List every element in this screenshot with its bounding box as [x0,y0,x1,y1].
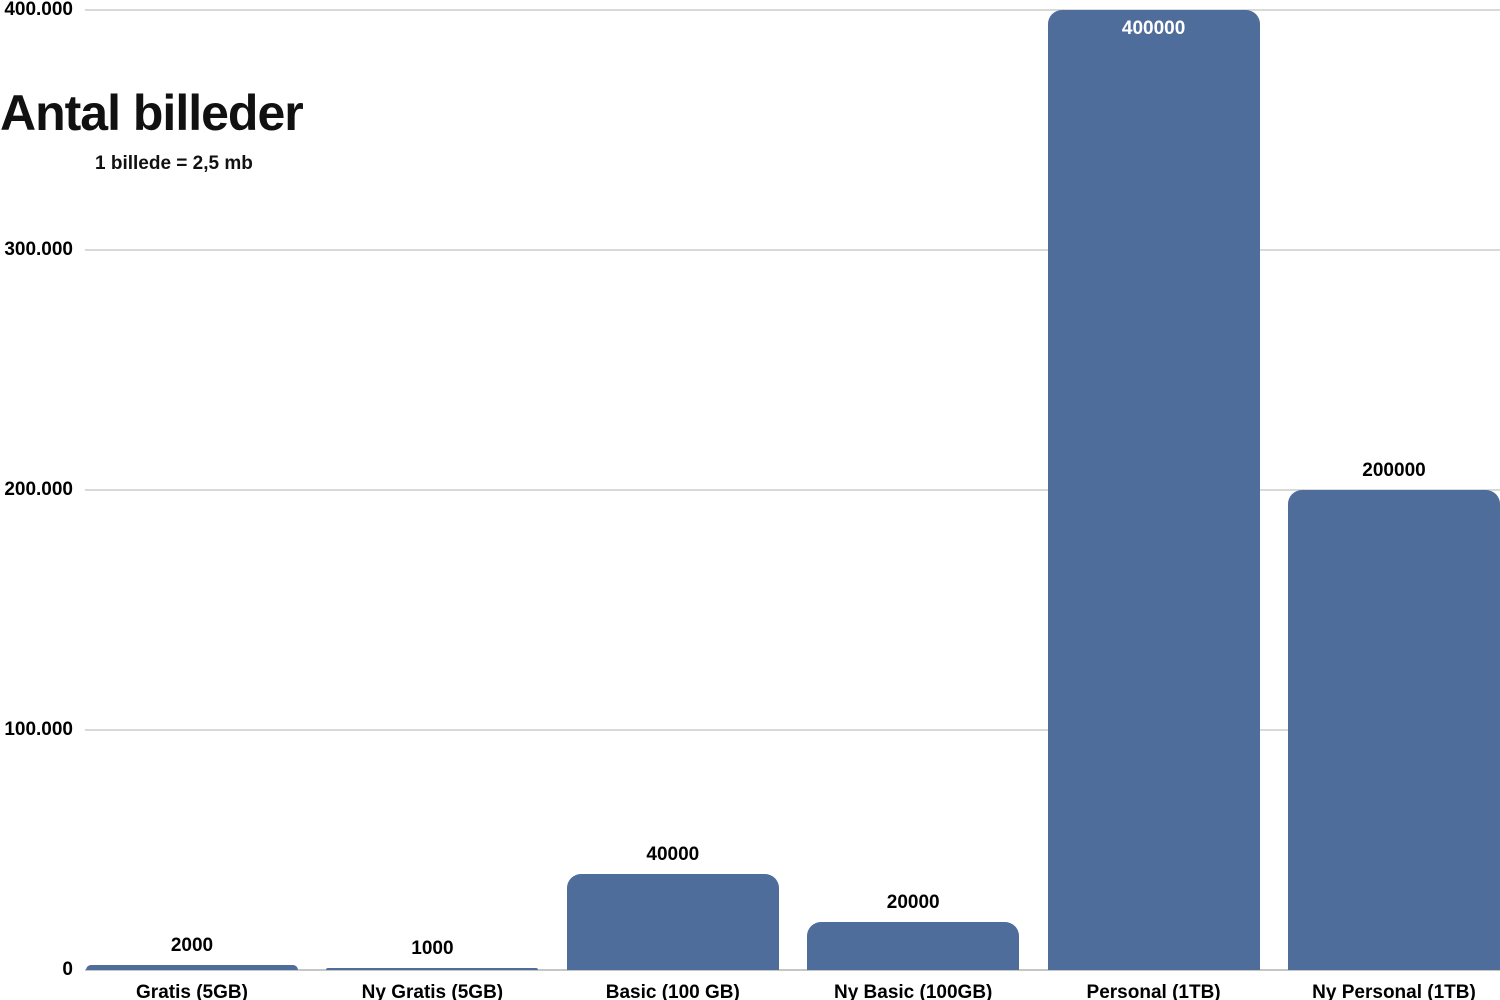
y-axis-tick-label: 300.000 [4,239,73,260]
bar-value-label: 40000 [646,844,700,865]
gridline [85,729,1500,731]
gridline [85,249,1500,251]
gridline [85,9,1500,11]
y-axis-tick-label: 100.000 [4,719,73,740]
bar-Ny Basic (100GB) [807,922,1020,970]
x-axis-category-label: Ny Gratis (5GB) [361,982,504,1000]
chart-subtitle: 1 billede = 2,5 mb [95,153,253,174]
chart-title: Antal billeder [0,85,304,141]
y-axis-tick-label: 200.000 [4,479,73,500]
bar-Personal (1TB) [1047,10,1260,970]
x-axis-category-label: Gratis (5GB) [136,982,248,1000]
bar-Gratis (5GB) [86,965,298,970]
bar-value-label: 20000 [886,892,940,913]
y-axis-tick-label: 400.000 [4,0,73,21]
bar-value-label: 400000 [1121,18,1186,39]
bar-value-label: 2000 [170,935,214,956]
bar-value-label: 1000 [411,938,454,959]
bar-Basic (100 GB) [566,874,779,970]
x-axis-category-label: Ny Basic (100GB) [833,982,993,1000]
bar-Ny Gratis (5GB) [326,968,539,970]
x-axis-line [85,969,1500,971]
x-axis-category-label: Personal (1TB) [1086,982,1221,1000]
bar-Ny Personal (1TB) [1288,490,1500,970]
x-axis-category-label: Basic (100 GB) [605,982,740,1000]
bar-value-label: 200000 [1362,460,1426,481]
gridline [85,489,1500,491]
x-axis-category-label: Ny Personal (1TB) [1312,982,1476,1000]
y-axis-tick-label: 0 [62,959,73,980]
